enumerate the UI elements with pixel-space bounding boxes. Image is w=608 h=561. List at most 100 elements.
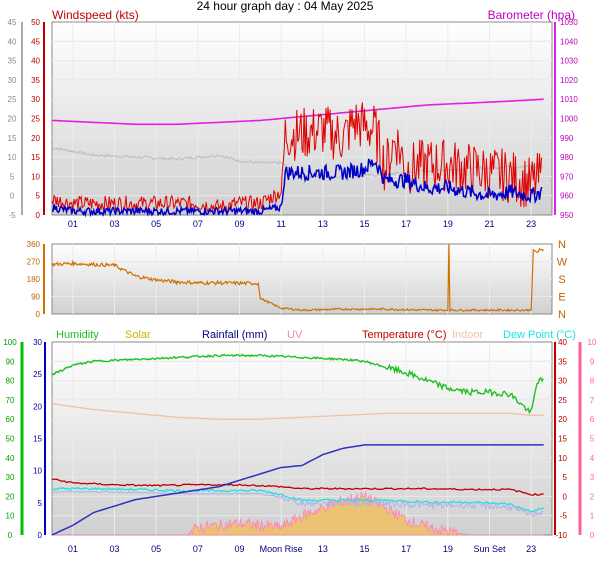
wind-lines — [51, 98, 544, 218]
x-tick-label: 15 — [359, 544, 369, 554]
tick-label-barometer: 1000 — [560, 115, 578, 124]
tick-label-temp: 0 — [563, 492, 568, 501]
tick-label-uv: 5 — [590, 435, 595, 444]
page-title: 24 hour graph day : 04 May 2025 — [197, 0, 374, 13]
tick-label-wind: 35 — [31, 76, 40, 85]
tick-label-barometer: 990 — [560, 134, 574, 143]
tick-label-barometer: 1020 — [560, 76, 578, 85]
compass-label: W — [557, 257, 568, 269]
tick-label-temp: 30 — [558, 377, 567, 386]
compass-label: N — [558, 239, 566, 251]
tick-label-temp: 5 — [563, 473, 568, 482]
x-tick-label: 19 — [443, 219, 453, 229]
tick-label-uv: 1 — [590, 512, 595, 521]
temperature-ticks: 1009080706050403020100302520151050403530… — [3, 338, 597, 554]
tick-label-outer: 20 — [8, 115, 17, 124]
compass-label: N — [558, 309, 566, 321]
tick-label-temp: -10 — [555, 531, 567, 540]
tick-label-outer: 30 — [8, 76, 17, 85]
tick-label-wind: 40 — [31, 57, 40, 66]
tick-label-uv: 10 — [588, 338, 597, 347]
moonrise-label: Moon Rise — [260, 544, 303, 554]
tick-label-humidity: 40 — [6, 454, 15, 463]
legend-item: Dew Point (°C) — [503, 329, 576, 341]
tick-label-temp: -5 — [560, 512, 568, 521]
tick-label-direction: 0 — [36, 310, 41, 319]
tick-label-wind: 0 — [36, 211, 41, 220]
x-tick-label: 09 — [234, 219, 244, 229]
tick-label-humidity: 20 — [6, 492, 15, 501]
legend-item: Indoor — [452, 329, 484, 341]
tick-label-outer: 10 — [8, 153, 17, 162]
tick-label-outer: 45 — [8, 18, 17, 27]
tick-label-barometer: 1050 — [560, 18, 578, 27]
temperature-legend: Humidity Solar Rainfall (mm) UV Temperature … — [56, 329, 576, 341]
tick-label-rain: 20 — [33, 402, 42, 411]
tick-label-outer: 25 — [8, 95, 17, 104]
x-tick-label: 23 — [526, 544, 536, 554]
tick-label-temp: 40 — [558, 338, 567, 347]
legend-item: Rainfall (mm) — [202, 329, 267, 341]
tick-label-humidity: 30 — [6, 473, 15, 482]
tick-label-temp: 35 — [558, 357, 567, 366]
tick-label-barometer: 980 — [560, 153, 574, 162]
x-tick-label: 15 — [359, 219, 369, 229]
temperature-lines — [51, 353, 544, 537]
series-dewpoint — [51, 486, 544, 513]
tick-label-uv: 2 — [590, 492, 595, 501]
tick-label-temp: 25 — [558, 396, 567, 405]
tick-label-humidity: 10 — [6, 512, 15, 521]
tick-label-outer: -5 — [8, 211, 16, 220]
series-wind-avg — [51, 158, 543, 218]
series-direction — [51, 243, 545, 313]
series-humidity — [51, 353, 544, 415]
series-temperature — [51, 478, 544, 496]
tick-label-rain: 10 — [33, 467, 42, 476]
x-tick-label: 01 — [68, 544, 78, 554]
tick-label-humidity: 80 — [6, 377, 15, 386]
tick-label-wind: 10 — [31, 172, 40, 181]
x-tick-label: 09 — [234, 544, 244, 554]
series-solar — [52, 491, 544, 537]
temperature-x-extra: Moon Rise Sun Set — [260, 544, 506, 554]
tick-label-uv: 0 — [590, 531, 595, 540]
tick-label-uv: 6 — [590, 415, 595, 424]
tick-label-temp: 10 — [558, 454, 567, 463]
tick-label-outer: 5 — [10, 172, 15, 181]
tick-label-rain: 30 — [33, 338, 42, 347]
x-tick-label: 13 — [318, 544, 328, 554]
x-tick-label: 13 — [318, 219, 328, 229]
x-tick-label: 05 — [151, 544, 161, 554]
tick-label-wind: 30 — [31, 95, 40, 104]
x-tick-label: 19 — [443, 544, 453, 554]
sunset-label: Sun Set — [473, 544, 506, 554]
x-tick-label: 23 — [526, 219, 536, 229]
wind-ticks: 454035302520151050-550454035302520151050… — [8, 18, 579, 229]
tick-label-uv: 3 — [590, 473, 595, 482]
tick-label-humidity: 70 — [6, 396, 15, 405]
legend-item: Humidity — [56, 329, 99, 341]
tick-label-humidity: 50 — [6, 435, 15, 444]
tick-label-uv: 8 — [590, 377, 595, 386]
tick-label-humidity: 60 — [6, 415, 15, 424]
barometer-axis-label: Barometer (hpa) — [488, 8, 575, 22]
tick-label-barometer: 970 — [560, 172, 574, 181]
tick-label-uv: 7 — [590, 396, 595, 405]
legend-item: Solar — [125, 329, 151, 341]
tick-label-direction: 180 — [27, 275, 41, 284]
tick-label-outer: 15 — [8, 134, 17, 143]
tick-label-barometer: 1040 — [560, 37, 578, 46]
x-tick-label: 07 — [193, 544, 203, 554]
tick-label-outer: 40 — [8, 37, 17, 46]
tick-label-wind: 20 — [31, 134, 40, 143]
x-tick-label: 07 — [193, 219, 203, 229]
tick-label-direction: 360 — [27, 240, 41, 249]
wind-axis-label: Windspeed (kts) — [52, 8, 139, 22]
tick-label-humidity: 100 — [3, 338, 17, 347]
temperature-grid — [52, 342, 552, 535]
tick-label-barometer: 960 — [560, 192, 574, 201]
tick-label-wind: 15 — [31, 153, 40, 162]
series-barometer — [51, 98, 544, 126]
